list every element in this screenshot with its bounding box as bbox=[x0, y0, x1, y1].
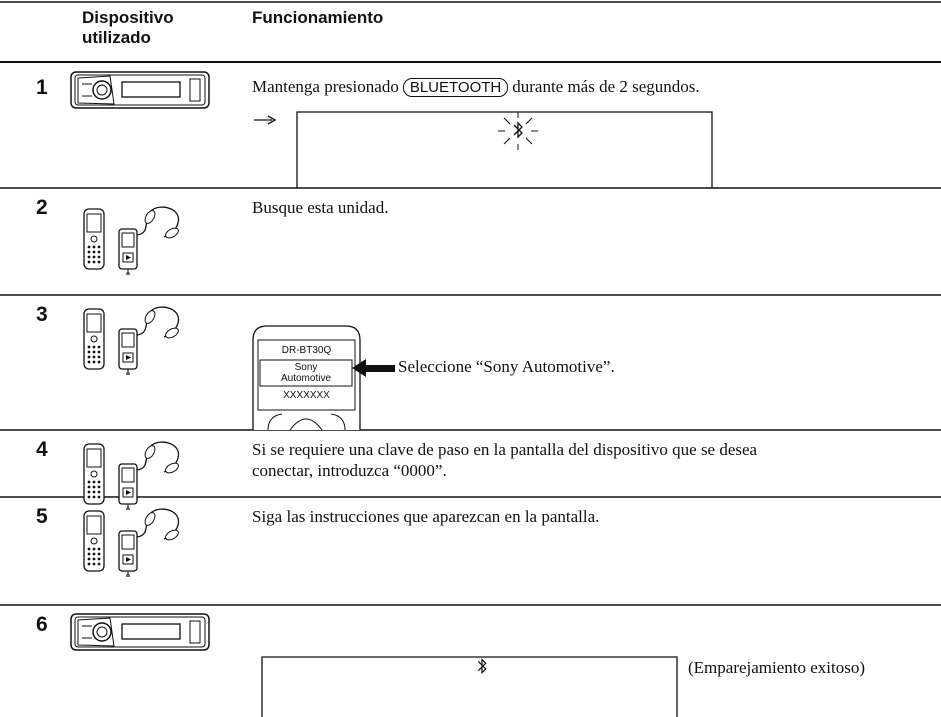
text: durante más de 2 segundos. bbox=[512, 77, 700, 96]
step-text: Seleccione “Sony Automotive”. bbox=[398, 357, 615, 376]
step-text: Busque esta unidad. bbox=[252, 198, 389, 217]
step-number: 3 bbox=[36, 303, 48, 326]
screen-line: XXXXXXX bbox=[283, 390, 330, 401]
step-text: Mantenga presionado BLUETOOTH durante más … bbox=[252, 76, 700, 98]
step-number: 4 bbox=[36, 438, 48, 461]
screen-line: Sony Automotive bbox=[260, 362, 352, 384]
header-operation: Funcionamiento bbox=[252, 8, 384, 27]
text: Mantenga presionado bbox=[252, 77, 399, 96]
step-text: Si se requiere una clave de paso en la p… bbox=[252, 440, 758, 480]
header-device: Dispositivo utilizado bbox=[82, 8, 174, 47]
step-number: 1 bbox=[36, 76, 48, 99]
step-number: 5 bbox=[36, 505, 48, 528]
button-label: BLUETOOTH bbox=[402, 78, 509, 97]
screen-highlight: Sony Automotive bbox=[280, 362, 332, 384]
screen-line: DR-BT30Q bbox=[281, 345, 332, 356]
step-text: Siga las instrucciones que aparezcan en … bbox=[252, 507, 600, 526]
step-number: 6 bbox=[36, 613, 48, 636]
step-note: (Emparejamiento exitoso) bbox=[688, 658, 866, 677]
step-number: 2 bbox=[36, 196, 48, 219]
